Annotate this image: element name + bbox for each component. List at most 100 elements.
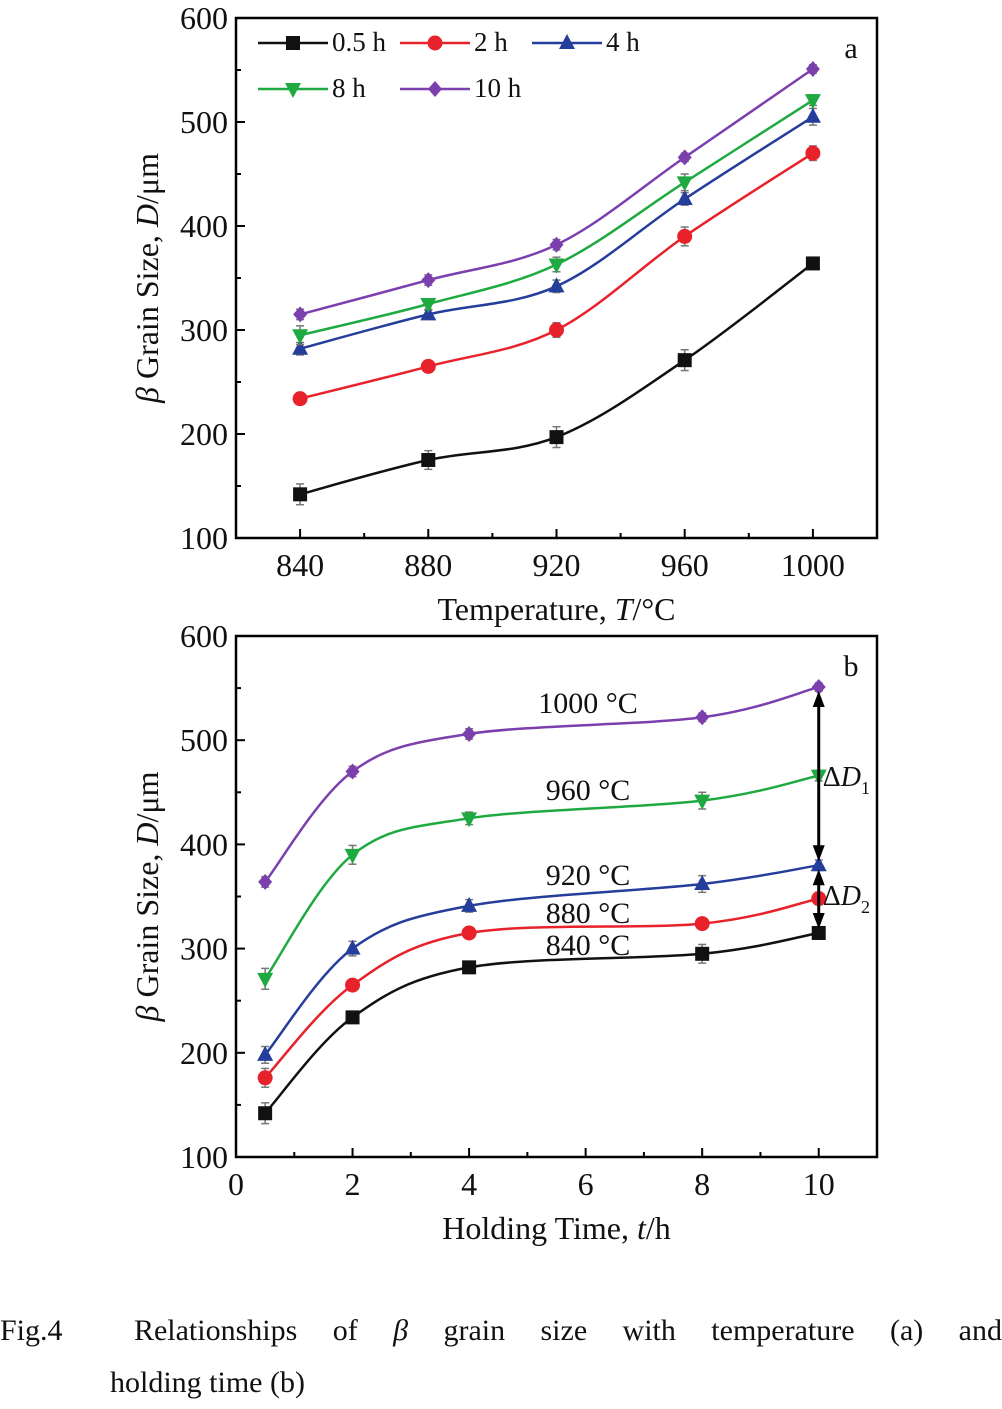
x-tick-label: 880 <box>404 547 452 583</box>
data-point <box>810 856 827 872</box>
data-point <box>462 725 477 742</box>
legend-marker <box>427 35 443 51</box>
data-point <box>345 763 360 780</box>
x-axis-title: Holding Time, t/h <box>442 1210 671 1246</box>
caption-word: Relationships <box>133 1314 298 1347</box>
figure: 840 880 920 960 1000100200300400500600Temper… <box>129 0 879 1246</box>
data-point <box>805 60 820 77</box>
y-axis-title: β Grain Size, D/μm <box>129 153 165 404</box>
legend-entry: 10 h <box>474 73 522 103</box>
data-point <box>420 298 437 313</box>
data-point <box>293 306 308 323</box>
series-line <box>299 99 814 337</box>
data-point <box>421 453 436 467</box>
legend-entry: 0.5 h <box>332 27 387 57</box>
caption-word: size <box>540 1314 588 1347</box>
delta-arrow-head <box>812 845 825 862</box>
panel-label: a <box>844 32 857 65</box>
data-point <box>548 258 565 274</box>
y-tick-label: 500 <box>180 104 228 140</box>
y-tick-label: 300 <box>180 312 228 348</box>
data-point <box>548 277 565 293</box>
series <box>258 925 826 1125</box>
data-point <box>292 339 309 355</box>
series <box>257 856 827 1064</box>
data-point <box>811 679 826 696</box>
legend-marker <box>428 81 442 97</box>
series <box>292 145 821 407</box>
data-point <box>292 329 309 345</box>
data-point <box>695 946 710 961</box>
y-tick-label: 100 <box>180 520 228 556</box>
series-label: 920 °C <box>546 859 631 892</box>
data-point <box>461 812 478 828</box>
x-tick-label: 2 <box>345 1166 361 1202</box>
legend-marker <box>285 83 301 98</box>
caption-word: grain <box>443 1314 506 1347</box>
data-point <box>258 873 273 890</box>
data-point <box>805 145 821 161</box>
caption-label: Fig.4 <box>0 1314 63 1347</box>
caption-word: β <box>393 1314 409 1347</box>
data-point <box>257 972 274 988</box>
data-point <box>804 94 821 110</box>
y-tick-label: 100 <box>180 1139 228 1175</box>
data-point <box>677 353 692 368</box>
delta-annotation: ΔD2 <box>812 869 870 929</box>
legend-entry: 4 h <box>606 27 640 57</box>
series <box>292 107 821 356</box>
series <box>257 891 827 1088</box>
data-point <box>694 874 711 890</box>
y-tick-label: 200 <box>180 1035 228 1071</box>
series-line <box>299 115 814 350</box>
y-tick-label: 200 <box>180 416 228 452</box>
data-point <box>345 977 361 993</box>
data-point <box>694 916 710 932</box>
caption-word: (a) <box>889 1314 924 1347</box>
data-point <box>677 149 692 166</box>
delta-arrow-head <box>812 912 825 929</box>
legend-entry: 2 h <box>474 27 508 57</box>
data-point <box>549 322 564 338</box>
data-point <box>805 256 820 271</box>
legend-marker <box>559 34 575 49</box>
data-point <box>695 709 710 726</box>
delta-arrow-head <box>812 691 825 708</box>
series-line <box>299 152 814 400</box>
series-label: 840 °C <box>546 929 631 962</box>
caption-word: of <box>332 1314 358 1347</box>
data-point <box>676 176 693 192</box>
x-tick-label: 960 <box>661 547 709 583</box>
data-point <box>461 925 477 941</box>
delta-annotation: ΔD1 <box>812 691 870 862</box>
y-tick-label: 300 <box>180 931 228 967</box>
series <box>292 94 821 346</box>
chart-panel-b: 0 2 4 6 8 10 100 200 300 400 500 600 Holding Time, t… <box>129 618 879 1246</box>
x-axis-title: Temperature, T/°C <box>437 591 675 627</box>
y-tick-label: 400 <box>180 826 228 862</box>
data-point <box>421 272 436 289</box>
y-axis-title: β Grain Size, D/μm <box>129 771 165 1022</box>
data-point <box>677 228 693 244</box>
data-point <box>804 107 821 123</box>
y-tick-label: 600 <box>180 618 228 654</box>
x-tick-label: 8 <box>694 1166 710 1202</box>
x-tick-label: 6 <box>578 1166 594 1202</box>
data-point <box>293 487 308 502</box>
delta-label: ΔD2 <box>823 881 870 917</box>
x-tick-label: 0 <box>228 1166 244 1202</box>
data-point <box>345 1010 360 1025</box>
x-tick-label: 920 <box>533 547 581 583</box>
caption-word: temperature <box>711 1314 855 1347</box>
series <box>293 256 820 506</box>
x-tick-label: 840 <box>276 547 324 583</box>
caption-line-1: Fig.4 Relationships of β grain size with… <box>0 1305 1002 1357</box>
data-point <box>257 1045 274 1061</box>
series-line <box>264 685 820 883</box>
caption-word: with <box>622 1314 676 1347</box>
y-tick-label: 400 <box>180 208 228 244</box>
legend: 0.5 h 2 h 4 h 8 h 10 h <box>258 27 640 103</box>
data-point <box>549 430 564 445</box>
panel-label: b <box>844 650 859 683</box>
data-point <box>462 960 477 975</box>
